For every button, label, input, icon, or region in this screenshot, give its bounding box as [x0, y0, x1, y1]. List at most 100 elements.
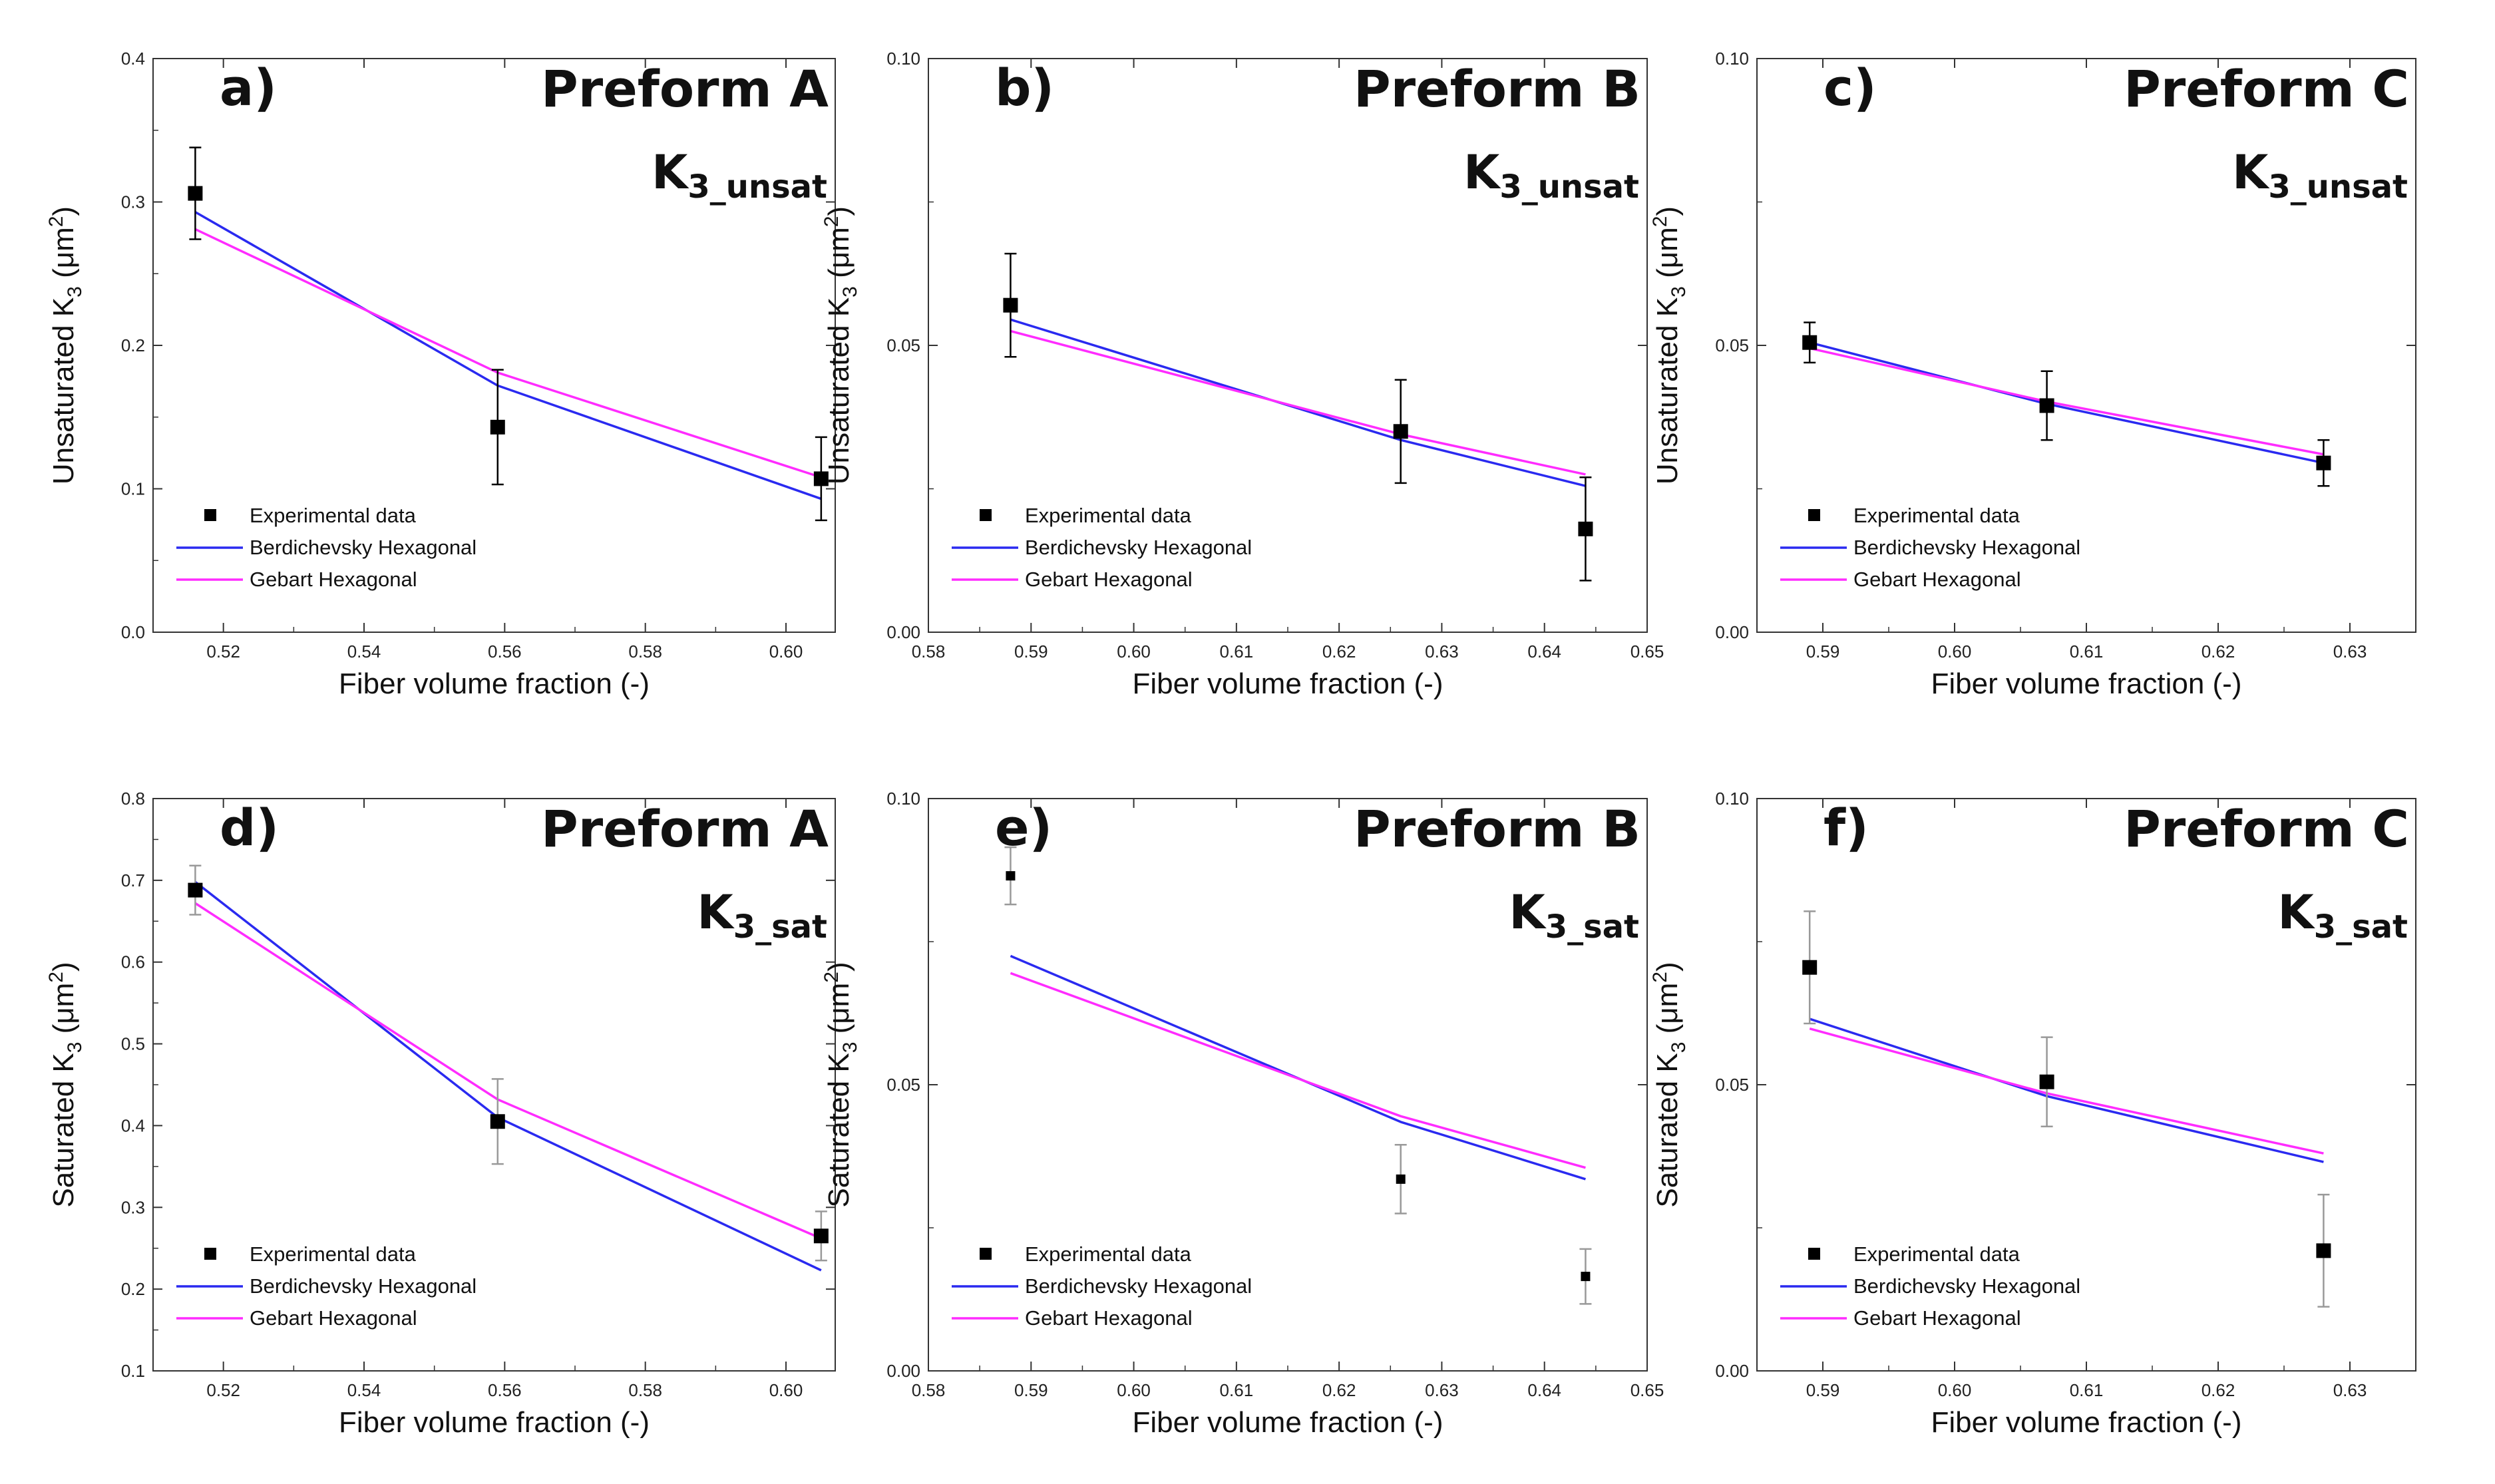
gebart-line	[194, 902, 822, 1240]
legend-label-berdichevsky: Berdichevsky Hexagonal	[1853, 1274, 2080, 1298]
panel-letter: b)	[995, 58, 1054, 117]
k-label-subscript: 3_unsat	[687, 168, 827, 206]
legend-label-gebart: Gebart Hexagonal	[1853, 568, 2021, 591]
legend: Experimental data Berdichevsky Hexagonal G…	[1780, 1242, 2080, 1330]
x-tick-label: 0.52	[206, 1380, 240, 1400]
legend-label-gebart: Gebart Hexagonal	[250, 568, 417, 591]
x-tick-label: 0.65	[1631, 642, 1664, 661]
legend: Experimental data Berdichevsky Hexagonal G…	[952, 504, 1252, 591]
experimental-point	[2316, 455, 2331, 470]
y-label-prefix: Unsaturated K	[1651, 297, 1684, 484]
preform-title: Preform A	[541, 799, 829, 858]
experimental-point	[1006, 871, 1016, 881]
y-tick-label: 0.05	[1715, 1075, 1749, 1095]
experimental-point	[1396, 1174, 1406, 1184]
k-label-main: K	[697, 885, 735, 940]
y-tick-label: 0.4	[121, 49, 145, 69]
x-tick-label: 0.56	[488, 642, 522, 661]
y-tick-label: 0.10	[1715, 49, 1749, 69]
legend-label-berdichevsky: Berdichevsky Hexagonal	[1025, 1274, 1252, 1298]
berdichevsky-line	[1010, 318, 1586, 487]
y-tick-label: 0.3	[121, 192, 145, 212]
k-label-main: K	[1463, 145, 1501, 200]
chart-panel-c: 0.59 0.60 0.61 0.62 0.63 0.00 0.05 0.10 Fiber vo…	[1649, 49, 2416, 700]
y-axis-label: Unsaturated K3 (μm2)	[45, 206, 86, 484]
experimental-point	[490, 419, 505, 435]
k-label: K3_sat	[697, 885, 827, 946]
x-tick-label: 0.52	[206, 642, 240, 661]
y-label-subscript: 3	[839, 1042, 861, 1053]
experimental-point	[813, 1228, 829, 1244]
y-label-unit-close: )	[1651, 962, 1684, 972]
k-label: K3_unsat	[1463, 145, 1639, 206]
y-tick-label: 0.0	[121, 622, 145, 642]
y-label-subscript: 3	[839, 286, 861, 297]
x-tick-label: 0.62	[2202, 642, 2235, 661]
x-tick-label: 0.61	[2070, 642, 2104, 661]
k-label-main: K	[2232, 145, 2270, 200]
y-label-unit: (μm	[47, 227, 80, 286]
berdichevsky-line	[194, 880, 822, 1272]
y-label-superscript: 2	[821, 216, 843, 228]
legend-marker-experimental	[1808, 509, 1820, 521]
preform-title: Preform C	[2124, 799, 2409, 858]
k-label: K3_sat	[1509, 885, 1639, 946]
y-label-superscript: 2	[1649, 216, 1671, 228]
chart-panel-e: 0.58 0.59 0.60 0.61 0.62 0.63 0.64 0.65 0.00 0.05…	[821, 789, 1664, 1439]
x-tick-label: 0.58	[912, 1380, 946, 1400]
y-label-unit-close: )	[823, 206, 855, 216]
x-tick-label: 0.59	[1014, 1380, 1048, 1400]
experimental-point	[188, 186, 203, 201]
y-tick-label: 0.00	[886, 1361, 920, 1381]
experimental-point	[2316, 1243, 2331, 1258]
k-label-main: K	[1509, 885, 1547, 940]
x-tick-label: 0.63	[1425, 642, 1459, 661]
y-tick-label: 0.6	[121, 952, 145, 972]
legend-marker-experimental	[980, 1248, 992, 1260]
y-label-prefix: Saturated K	[1651, 1053, 1684, 1207]
legend: Experimental data Berdichevsky Hexagonal G…	[1780, 504, 2080, 591]
x-tick-label: 0.60	[769, 642, 803, 661]
y-tick-label: 0.10	[886, 789, 920, 809]
x-tick-label: 0.60	[1117, 642, 1151, 661]
panel-letter: c)	[1823, 58, 1877, 117]
x-tick-label: 0.62	[1322, 1380, 1356, 1400]
y-label-subscript: 3	[64, 286, 86, 297]
y-label-unit-close: )	[1651, 206, 1684, 216]
y-tick-label: 0.2	[121, 335, 145, 355]
y-tick-label: 0.7	[121, 870, 145, 890]
y-label-prefix: Unsaturated K	[823, 297, 855, 484]
experimental-point	[188, 882, 203, 898]
legend-label-berdichevsky: Berdichevsky Hexagonal	[250, 536, 477, 559]
y-label-subscript: 3	[1668, 286, 1690, 297]
experimental-point	[2039, 1074, 2054, 1089]
legend-marker-experimental	[1808, 1248, 1820, 1260]
y-axis-label: Unsaturated K3 (μm2)	[821, 206, 861, 484]
k-label-main: K	[2277, 885, 2315, 940]
x-tick-label: 0.64	[1527, 1380, 1561, 1400]
y-label-unit: (μm	[823, 983, 855, 1042]
x-tick-label: 0.61	[1220, 642, 1254, 661]
y-axis-label: Saturated K3 (μm2)	[1649, 962, 1690, 1207]
y-tick-label: 0.1	[121, 1361, 145, 1381]
x-tick-label: 0.59	[1014, 642, 1048, 661]
k-label-subscript: 3_sat	[733, 908, 827, 946]
x-axis-label: Fiber volume fraction (-)	[339, 1406, 650, 1439]
x-tick-label: 0.63	[1425, 1380, 1459, 1400]
k-label: K3_sat	[2277, 885, 2408, 946]
experimental-point	[1581, 1272, 1591, 1282]
x-axis-label: Fiber volume fraction (-)	[1132, 667, 1443, 700]
y-axis-label: Unsaturated K3 (μm2)	[1649, 206, 1690, 484]
y-label-prefix: Saturated K	[823, 1053, 855, 1207]
k-label: K3_unsat	[2232, 145, 2408, 206]
x-tick-label: 0.65	[1631, 1380, 1664, 1400]
y-tick-label: 0.3	[121, 1197, 145, 1217]
panel-letter: d)	[220, 798, 279, 857]
y-tick-label: 0.5	[121, 1034, 145, 1054]
x-tick-label: 0.59	[1806, 642, 1840, 661]
k-label-subscript: 3_unsat	[1499, 168, 1639, 206]
x-tick-label: 0.58	[628, 642, 662, 661]
x-tick-label: 0.62	[2202, 1380, 2235, 1400]
legend-marker-experimental	[204, 509, 216, 521]
